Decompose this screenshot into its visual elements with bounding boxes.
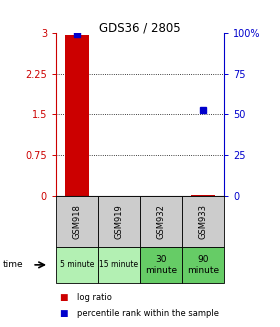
Bar [192,195,214,196]
Text: 15 minute: 15 minute [99,260,139,269]
Text: GSM932: GSM932 [157,204,165,239]
Text: GSM933: GSM933 [199,204,207,239]
Text: 5 minute: 5 minute [60,260,94,269]
Bar [66,35,88,196]
Text: time: time [3,260,24,269]
Text: GSM919: GSM919 [115,204,123,239]
Text: ■: ■ [59,309,67,318]
Text: log ratio: log ratio [77,293,112,302]
Text: GSM918: GSM918 [73,204,81,239]
Text: 90
minute: 90 minute [187,255,219,275]
Text: ■: ■ [59,293,67,302]
Text: GDS36 / 2805: GDS36 / 2805 [99,21,181,34]
Text: percentile rank within the sample: percentile rank within the sample [77,309,219,318]
Text: 30
minute: 30 minute [145,255,177,275]
